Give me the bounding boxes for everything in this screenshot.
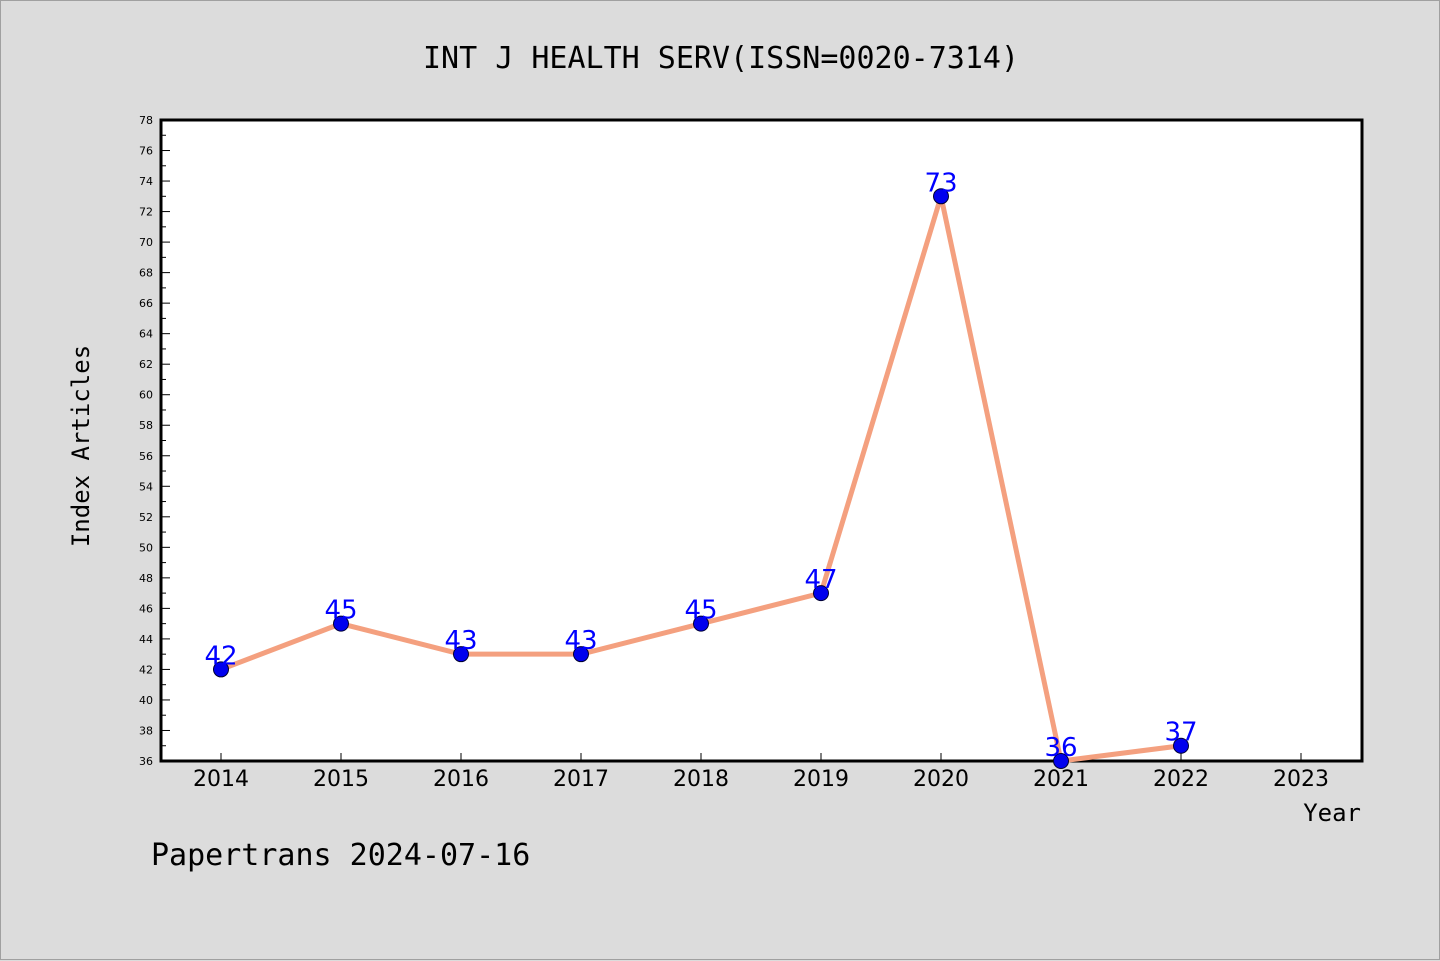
data-label: 42 [204,641,237,671]
x-tick-label: 2016 [433,767,489,792]
series-line-group [213,188,1189,769]
x-axis: 2014 2015 2016 2017 2018 2019 2020 2021 2022 2023 [193,753,1329,792]
y-tick-label: 72 [139,206,153,219]
y-tick-label: 64 [139,328,153,341]
data-point [1053,753,1069,769]
data-label: 43 [564,626,597,656]
x-tick-label: 2018 [673,767,729,792]
data-point [1173,737,1189,754]
y-tick-label: 76 [139,145,153,158]
y-tick-label: 40 [139,694,153,707]
x-tick-label: 2023 [1273,767,1329,792]
data-label: 45 [684,596,717,626]
data-point [693,615,709,632]
y-tick-label: 58 [139,419,153,432]
data-label: 43 [444,626,477,656]
y-tick-label: 68 [139,267,153,280]
y-tick-label: 48 [139,572,153,585]
x-tick-label: 2022 [1153,767,1209,792]
data-point [333,615,349,632]
chart-title: INT J HEALTH SERV(ISSN=0020-7314) [423,41,1019,76]
y-tick-label: 66 [139,297,153,310]
data-point [933,188,949,205]
y-tick-label: 44 [139,633,153,646]
y-tick-label: 74 [139,175,153,188]
data-point [813,585,829,602]
x-tick-label: 2019 [793,767,849,792]
y-axis: 36 38 40 42 44 46 48 50 52 54 56 58 60 62 64 66 68 70 72 74… [139,114,170,768]
x-tick-label: 2014 [193,767,249,792]
data-point [453,646,469,663]
x-tick-label: 2015 [313,767,369,792]
y-tick-label: 78 [139,114,153,127]
y-tick-label: 38 [139,724,153,737]
data-point [573,646,589,663]
footer-text: Papertrans 2024-07-16 [151,838,530,873]
y-tick-label: 50 [139,541,153,554]
x-axis-label: Year [1303,799,1361,827]
data-point [213,661,229,678]
data-labels: 42 45 43 43 45 47 73 36 37 [204,168,1197,763]
y-axis-label: Index Articles [67,345,95,547]
y-tick-label: 42 [139,663,153,676]
data-label: 37 [1164,718,1197,748]
y-tick-label: 62 [139,358,153,371]
y-tick-label: 52 [139,511,153,524]
x-tick-label: 2021 [1033,767,1089,792]
plot-area [159,118,1364,763]
data-label: 45 [324,596,357,626]
x-tick-label: 2017 [553,767,609,792]
data-label: 36 [1044,733,1077,763]
y-tick-label: 54 [139,480,153,493]
x-tick-label: 2020 [913,767,969,792]
y-tick-label: 70 [139,236,153,249]
data-label: 73 [924,168,957,198]
data-label: 47 [804,565,837,595]
y-tick-label: 60 [139,389,153,402]
y-tick-label: 36 [139,755,153,768]
y-tick-label: 56 [139,450,153,463]
y-tick-label: 46 [139,602,153,615]
